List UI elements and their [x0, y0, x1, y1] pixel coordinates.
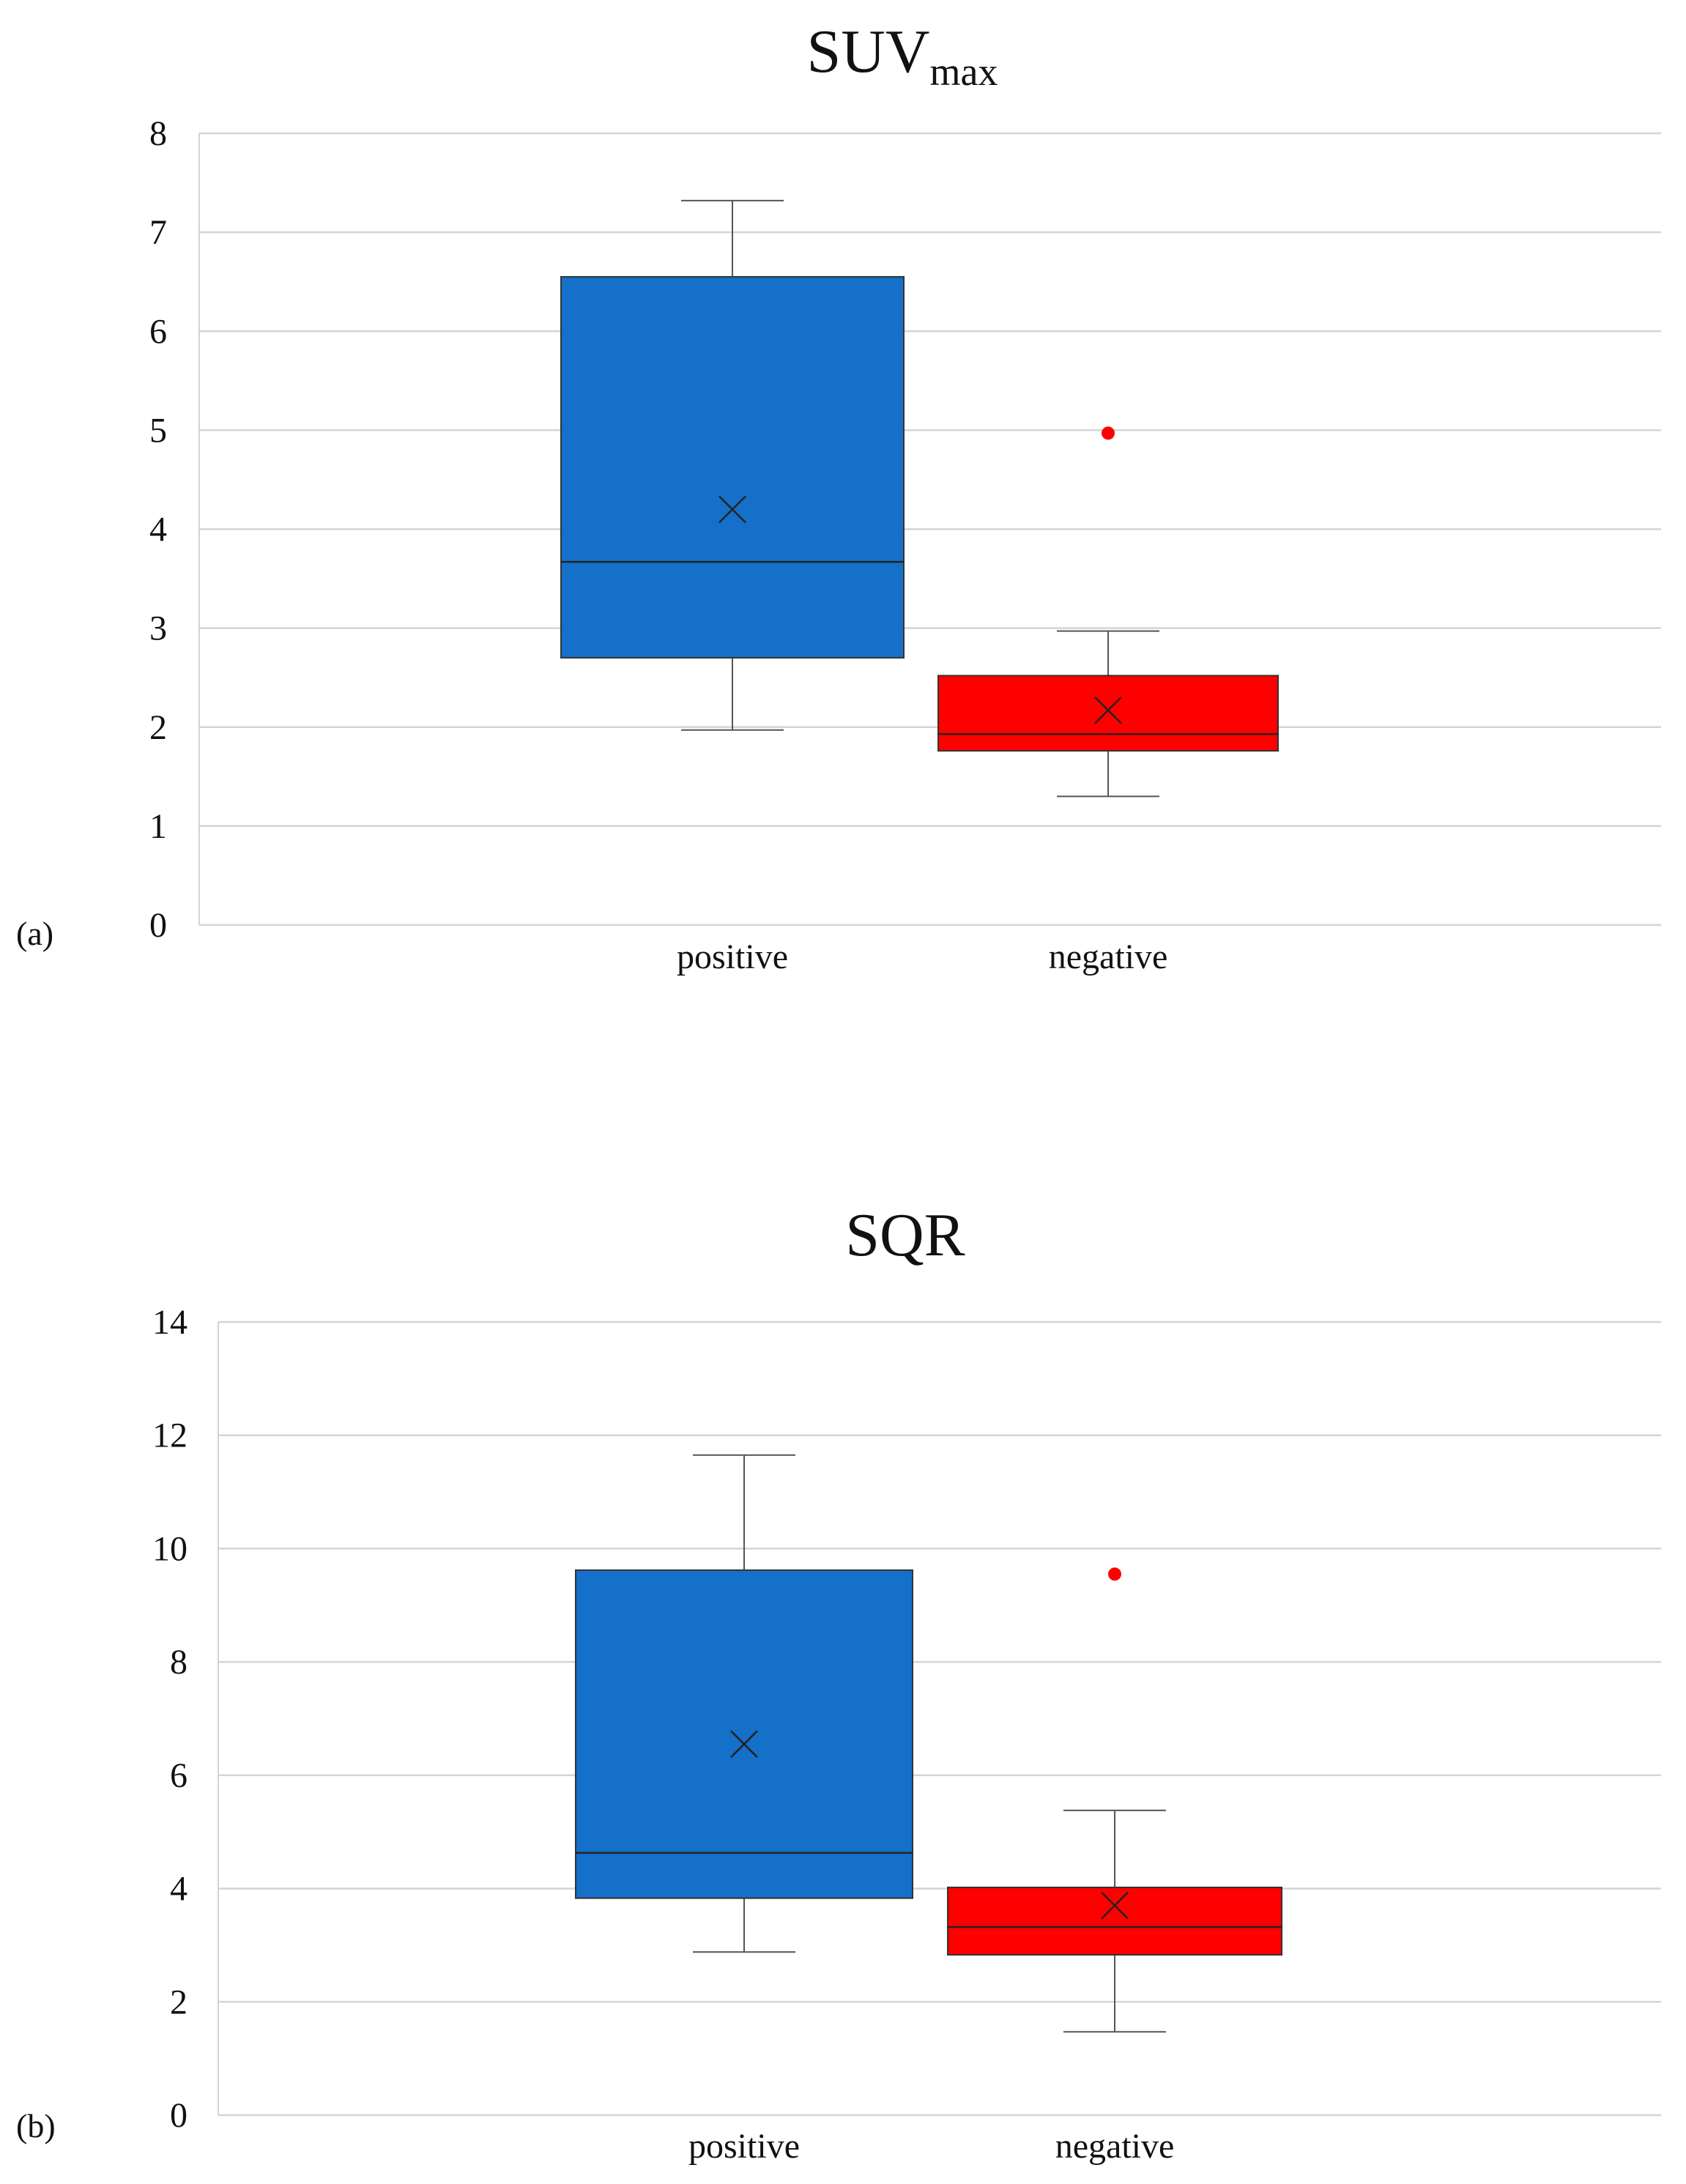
- x-axis-ticks: positive negative: [688, 2127, 1174, 2166]
- x-tick-label: negative: [1049, 937, 1168, 976]
- y-tick-label: 8: [170, 1643, 187, 1682]
- outlier-point: [1108, 1567, 1121, 1581]
- y-tick-label: 6: [149, 312, 167, 351]
- chart-title-main: SUV: [806, 18, 929, 86]
- y-tick-label: 12: [152, 1416, 187, 1455]
- y-tick-label: 0: [149, 906, 167, 945]
- chart-panel-sqr: SQR 0 2 4 6 8 10 12 14 positive negative (b): [16, 1201, 1661, 2166]
- box-plot-positive: [560, 199, 905, 731]
- x-tick-label: positive: [677, 937, 788, 976]
- mean-marker: [730, 1730, 758, 1758]
- box-plots: [575, 1454, 1282, 2033]
- panel-label: (b): [16, 2107, 56, 2144]
- outlier-point: [1102, 426, 1115, 440]
- x-axis-ticks: positive negative: [677, 937, 1167, 976]
- y-tick-label: 4: [149, 510, 167, 549]
- mean-marker-stroke: [1101, 1891, 1129, 1920]
- y-tick-label: 10: [152, 1529, 187, 1568]
- y-tick-label: 4: [170, 1870, 187, 1909]
- grid-lines: [218, 1321, 1661, 2117]
- mean-marker: [1094, 696, 1122, 724]
- box-plot-negative: [947, 1567, 1282, 2033]
- y-tick-label: 8: [149, 114, 167, 153]
- chart-title: SUVmax: [806, 18, 998, 94]
- mean-marker-stroke: [718, 495, 746, 524]
- y-tick-label: 5: [149, 411, 167, 450]
- chart-title-main: SQR: [845, 1201, 965, 1269]
- box-iqr: [937, 675, 1279, 752]
- box-plot-negative: [937, 426, 1279, 798]
- x-tick-label: positive: [688, 2127, 800, 2166]
- box-iqr: [575, 1569, 913, 1899]
- chart-panel-suvmax: SUVmax 0 1 2 3 4 5 6 7 8 positive negative (a): [16, 18, 1661, 976]
- grid-lines: [198, 132, 1661, 926]
- chart-title: SQR: [845, 1201, 965, 1269]
- y-tick-label: 3: [149, 609, 167, 648]
- x-tick-label: negative: [1055, 2127, 1175, 2166]
- y-tick-label: 0: [170, 2096, 187, 2135]
- mean-marker: [718, 495, 746, 524]
- y-tick-label: 14: [152, 1303, 187, 1342]
- y-axis-ticks: 0 2 4 6 8 10 12 14: [152, 1303, 187, 2135]
- y-tick-label: 2: [170, 1983, 187, 2021]
- mean-marker: [1101, 1891, 1129, 1920]
- mean-marker-stroke: [730, 1730, 758, 1758]
- chart-title-subscript: max: [930, 50, 998, 94]
- mean-marker-stroke: [1094, 696, 1122, 724]
- y-tick-label: 1: [149, 807, 167, 846]
- box-plot-positive: [575, 1454, 913, 1953]
- y-tick-label: 6: [170, 1756, 187, 1795]
- y-axis-ticks: 0 1 2 3 4 5 6 7 8: [149, 114, 167, 945]
- box-plots: [560, 199, 1279, 798]
- box-iqr: [947, 1887, 1282, 1956]
- panel-label: (a): [16, 915, 53, 952]
- y-tick-label: 2: [149, 708, 167, 747]
- box-iqr: [560, 275, 905, 659]
- y-tick-label: 7: [149, 213, 167, 252]
